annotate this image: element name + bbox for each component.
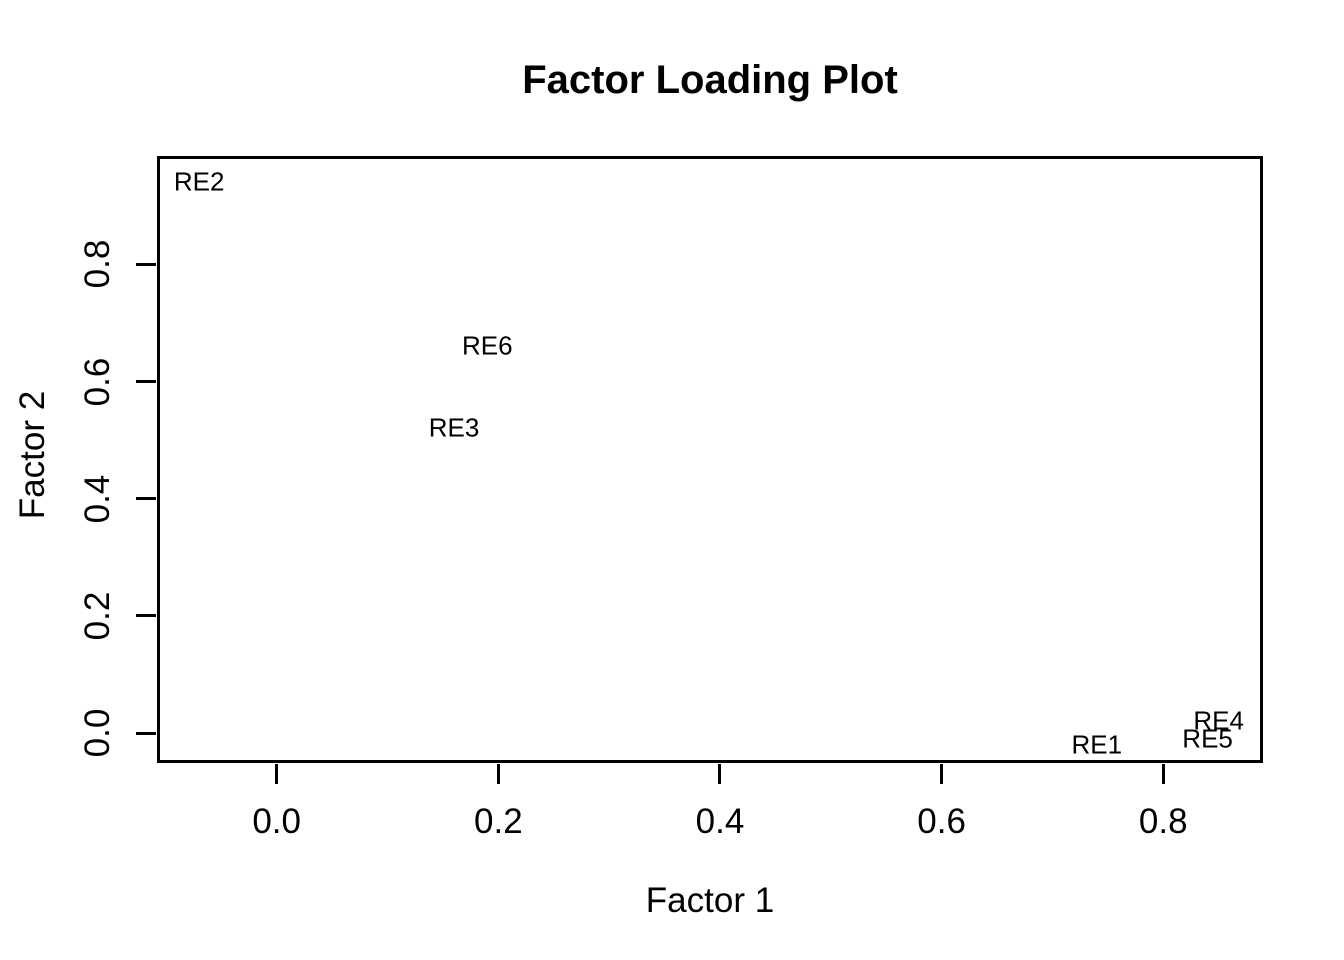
x-axis-tick-label: 0.6 [917, 802, 966, 841]
x-axis-title: Factor 1 [645, 881, 775, 920]
y-axis-tick-label: 0.2 [78, 591, 117, 641]
chart-title: Factor Loading Plot [522, 58, 898, 102]
y-axis-tick [136, 380, 156, 384]
y-axis-title: Factor 2 [13, 390, 52, 520]
x-axis-tick-label: 0.8 [1138, 802, 1188, 841]
x-axis-tick-label: 0.4 [695, 802, 745, 841]
x-axis-tick [940, 764, 944, 784]
y-axis-tick [136, 262, 156, 266]
y-axis-tick-label: 0.0 [78, 708, 117, 758]
plot-area [157, 156, 1263, 763]
data-point-label-re6: RE6 [461, 330, 513, 361]
y-axis-tick-label: 0.4 [78, 474, 117, 524]
x-axis-tick-label: 0.0 [252, 802, 301, 841]
y-axis-tick-label: 0.6 [78, 357, 117, 406]
y-axis-tick [136, 497, 156, 501]
y-axis-tick [136, 614, 156, 618]
data-point-label-re4: RE4 [1193, 705, 1244, 736]
x-axis-tick [275, 764, 279, 784]
data-point-label-re5: RE5 [1182, 723, 1233, 754]
x-axis-tick-label: 0.2 [474, 802, 523, 841]
y-axis-tick [136, 731, 156, 735]
data-point-label-re2: RE2 [173, 166, 225, 197]
x-axis-tick [1161, 764, 1165, 784]
x-axis-tick [496, 764, 500, 784]
data-point-label-re1: RE1 [1071, 729, 1123, 760]
y-axis-tick-label: 0.8 [78, 240, 117, 289]
data-point-label-re3: RE3 [428, 412, 480, 443]
x-axis-tick [718, 764, 722, 784]
